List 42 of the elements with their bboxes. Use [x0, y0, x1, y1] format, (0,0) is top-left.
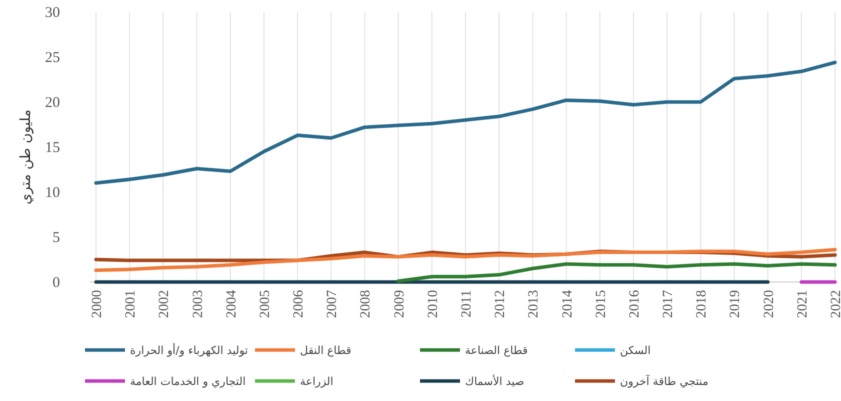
- y-axis-title: مليون طن متري: [18, 110, 34, 204]
- x-tick-label: 2001: [124, 290, 139, 318]
- x-tick-label: 2003: [190, 290, 206, 318]
- y-tick-label: 20: [45, 95, 60, 111]
- x-tick-label: 2014: [560, 290, 576, 318]
- x-tick-label: 2007: [325, 290, 340, 318]
- line-series: [396, 262, 837, 283]
- x-tick-label: 2012: [493, 290, 508, 318]
- y-tick-label: 15: [45, 140, 60, 156]
- x-tick-label: 2015: [594, 290, 609, 318]
- legend-label: التجاري و الخدمات العامة: [130, 375, 246, 388]
- legend-label: قطاع النقل: [300, 344, 352, 357]
- legend-label: توليد الكهرباء و/أو الحرارة: [130, 343, 248, 357]
- x-tick-label: 2000: [90, 290, 105, 318]
- legend-label: السكن: [620, 344, 651, 357]
- x-tick-label: 2006: [292, 290, 307, 318]
- x-tick-label: 2021: [795, 290, 810, 318]
- x-tick-label: 2020: [762, 290, 777, 318]
- x-tick-label: 2022: [829, 290, 841, 318]
- x-tick-label: 2009: [392, 290, 408, 318]
- y-tick-label: 30: [45, 5, 60, 21]
- x-tick-label: 2019: [728, 290, 744, 318]
- legend-label: الزراعة: [300, 375, 334, 388]
- legend-label: صيد الأسماك: [465, 374, 524, 388]
- x-tick-label: 2013: [526, 290, 542, 318]
- x-tick-label: 2016: [627, 290, 642, 318]
- y-tick-label: 5: [52, 230, 60, 246]
- x-tick-label: 2010: [426, 290, 441, 318]
- line-series: [94, 60, 837, 185]
- x-tick-label: 2017: [661, 290, 676, 318]
- x-tick-label: 2011: [460, 290, 474, 318]
- x-tick-label: 2005: [258, 290, 273, 318]
- x-tick-label: 2004: [224, 290, 240, 318]
- legend-label: منتجي طاقة آخرون: [620, 374, 708, 388]
- y-tick-label: 0: [52, 275, 60, 291]
- y-tick-label: 25: [45, 50, 60, 66]
- x-tick-label: 2002: [157, 290, 172, 318]
- line-series: [94, 248, 837, 272]
- legend-label: قطاع الصناعة: [465, 344, 528, 357]
- y-tick-label: 10: [45, 185, 60, 201]
- x-tick-label: 2008: [358, 290, 374, 318]
- x-tick-label: 2018: [694, 290, 710, 318]
